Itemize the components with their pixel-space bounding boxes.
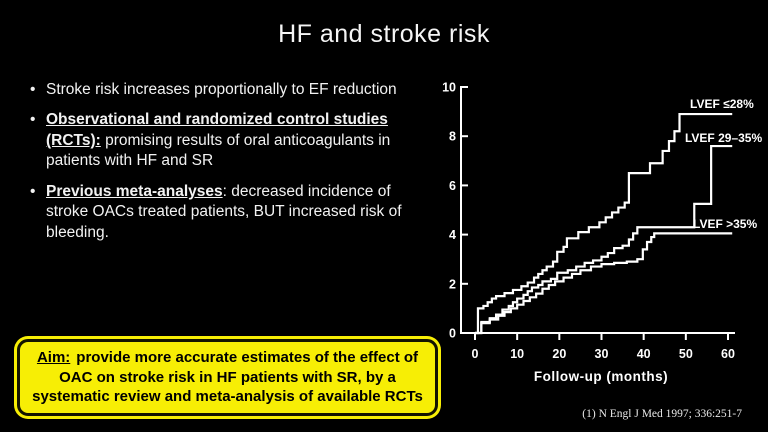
x-axis-label: Follow-up (months) (534, 369, 668, 384)
survival-curve (475, 112, 733, 335)
citation-text: (1) N Engl J Med 1997; 336:251-7 (582, 408, 742, 420)
y-tick-label: 4 (449, 228, 456, 242)
bullet-list: Stroke risk increases proportionally to … (29, 80, 433, 253)
y-tick-label: 2 (449, 277, 456, 291)
bullet-lead: Previous meta-analyses (46, 182, 223, 200)
survival-curve (475, 232, 733, 335)
x-tick-label: 10 (510, 347, 524, 361)
bullet-lead: Observational and randomized control stu… (46, 111, 388, 149)
page-title: HF and stroke risk (278, 20, 490, 48)
bullet-item-observational-rcts: Observational and randomized control stu… (29, 110, 433, 171)
bullet-text: promising results of oral anticoagulants… (46, 131, 391, 170)
x-tick-label: 30 (595, 347, 609, 361)
aim-lead: Aim: (36, 349, 71, 367)
x-tick-label: 50 (679, 347, 693, 361)
x-tick-label: 20 (552, 347, 566, 361)
x-tick-label: 60 (721, 347, 735, 361)
x-tick-label: 0 (472, 347, 479, 361)
aim-box: Aim: provide more accurate estimates of t… (14, 336, 441, 419)
bullet-item-stroke-risk: Stroke risk increases proportionally to … (29, 80, 433, 101)
aim-body: provide more accurate estimates of the e… (32, 349, 423, 406)
aim-text: Aim: provide more accurate estimates of t… (17, 339, 438, 416)
y-tick-label: 0 (449, 327, 456, 341)
y-tick-label: 10 (442, 81, 456, 95)
curve-label: LVEF ≤28% (690, 97, 754, 111)
survival-curve (475, 144, 733, 335)
y-tick-label: 6 (449, 179, 456, 193)
x-tick-label: 40 (637, 347, 651, 361)
bullet-text: : decreased incidence of stroke OACs tre… (46, 182, 402, 241)
y-tick-label: 8 (449, 130, 456, 144)
bullet-text: Stroke risk increases proportionally to … (46, 81, 397, 98)
km-chart: 0 2 4 6 8 10 0 10 20 30 40 50 60 Follow-up (months) LV… (442, 81, 762, 385)
bullet-item-previous-meta-analyses: Previous meta-analyses: decreased incide… (29, 182, 433, 243)
curve-label: LVEF >35% (693, 217, 757, 231)
curve-label: LVEF 29–35% (685, 131, 762, 145)
